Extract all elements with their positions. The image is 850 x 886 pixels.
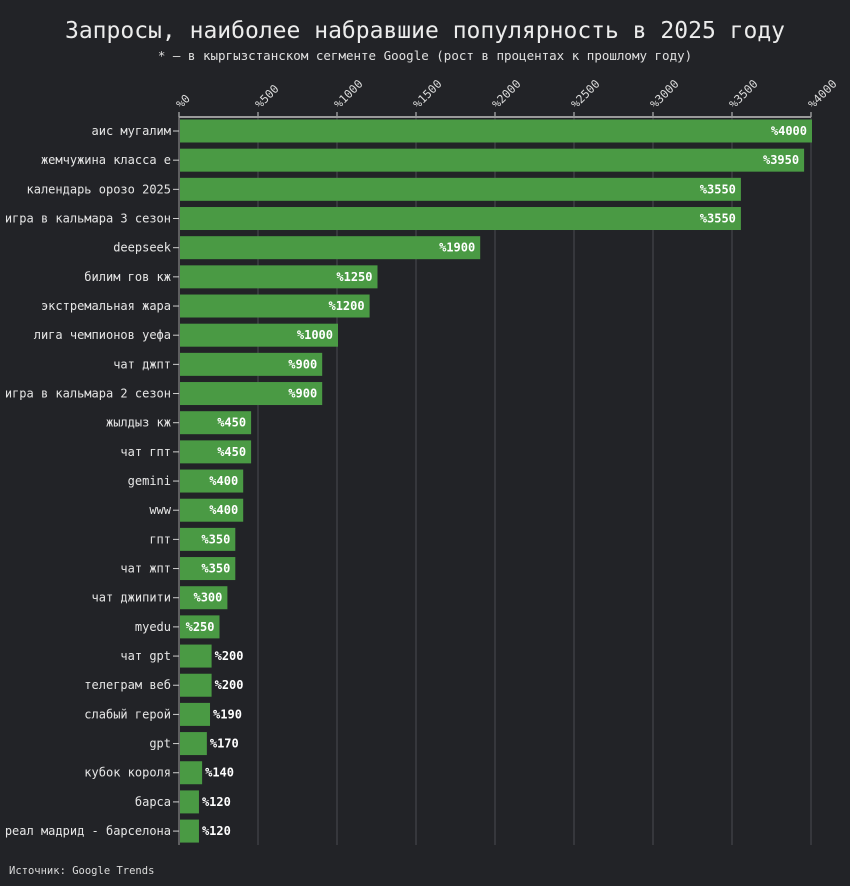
data-label: %350 xyxy=(201,562,230,576)
data-label: %120 xyxy=(202,795,231,809)
bar xyxy=(180,177,741,201)
data-label: %200 xyxy=(215,649,244,663)
category-label: чат жпт xyxy=(120,562,171,576)
chart-title: Запросы, наиболее набравшие популярность… xyxy=(65,18,785,44)
data-label: %450 xyxy=(217,416,246,430)
category-label: gpt xyxy=(149,737,171,751)
data-label: %140 xyxy=(205,766,234,780)
category-label: барса xyxy=(135,795,171,809)
data-label: %450 xyxy=(217,445,246,459)
category-label: чат джипити xyxy=(92,591,171,605)
category-label: жылдыз кж xyxy=(106,416,171,430)
x-tick-label: %2000 xyxy=(489,77,523,111)
bar xyxy=(180,790,199,814)
data-label: %120 xyxy=(202,824,231,838)
bar xyxy=(180,761,203,785)
category-label: реал мадрид - барселона xyxy=(5,824,171,838)
category-label: чат гпт xyxy=(120,445,171,459)
bar xyxy=(180,586,228,610)
category-label: myedu xyxy=(135,620,171,634)
category-label: deepseek xyxy=(113,241,172,255)
x-tick-label: %3000 xyxy=(647,77,681,111)
category-label: жемчужина класса е xyxy=(41,153,171,167)
data-label: %900 xyxy=(288,357,317,371)
x-tick-label: %500 xyxy=(252,82,282,112)
data-label: %4000 xyxy=(771,124,807,138)
bar xyxy=(180,644,212,668)
data-label: %170 xyxy=(210,737,239,751)
bar xyxy=(180,352,323,376)
bar xyxy=(180,469,244,493)
data-label: %3550 xyxy=(700,182,736,196)
category-label: чат джпт xyxy=(113,357,171,371)
x-tick-label: %1000 xyxy=(331,77,365,111)
data-label: %250 xyxy=(186,620,215,634)
bar xyxy=(180,148,805,172)
data-label: %900 xyxy=(288,387,317,401)
bar xyxy=(180,265,378,289)
x-tick-label: %0 xyxy=(173,91,193,111)
category-label: билим гов кж xyxy=(84,270,171,284)
category-label: экстремальная жара xyxy=(41,299,171,313)
category-label: слабый герой xyxy=(84,707,171,721)
category-label: календарь орозо 2025 xyxy=(27,182,172,196)
bar xyxy=(180,819,199,843)
x-tick-label: %4000 xyxy=(805,77,839,111)
data-label: %1900 xyxy=(439,241,475,255)
x-tick-label: %2500 xyxy=(568,77,602,111)
data-label: %3550 xyxy=(700,212,736,226)
data-label: %300 xyxy=(193,591,222,605)
bar xyxy=(180,557,236,581)
data-label: %1250 xyxy=(336,270,372,284)
bar xyxy=(180,527,236,551)
bar xyxy=(180,119,812,143)
data-label: %400 xyxy=(209,474,238,488)
category-label: аис мугалим xyxy=(92,124,171,138)
bar xyxy=(180,207,741,231)
category-label: игра в кальмара 3 сезон xyxy=(5,212,171,226)
data-label: %200 xyxy=(215,678,244,692)
source-note: Источник: Google Trends xyxy=(9,865,154,877)
bar xyxy=(180,673,212,697)
x-tick-label: %1500 xyxy=(410,77,444,111)
bar xyxy=(180,382,323,406)
data-label: %1200 xyxy=(328,299,364,313)
category-label: игра в кальмара 2 сезон xyxy=(5,387,171,401)
bar xyxy=(180,615,220,639)
category-label: кубок короля xyxy=(84,766,171,780)
category-label: чат gpt xyxy=(120,649,171,663)
data-label: %400 xyxy=(209,503,238,517)
data-label: %3950 xyxy=(763,153,799,167)
bar xyxy=(180,294,370,318)
data-label: %350 xyxy=(201,532,230,546)
category-label: гпт xyxy=(149,532,171,546)
category-label: www xyxy=(149,503,171,517)
bar xyxy=(180,498,244,522)
bar xyxy=(180,440,252,464)
category-label: gemini xyxy=(128,474,171,488)
chart-subtitle: * — в кыргызстанском сегменте Google (ро… xyxy=(158,48,692,63)
bar xyxy=(180,236,481,260)
bar xyxy=(180,323,338,347)
bar xyxy=(180,411,252,435)
data-label: %1000 xyxy=(297,328,333,342)
bar xyxy=(180,702,211,726)
bar xyxy=(180,732,207,756)
category-label: лига чемпионов уефа xyxy=(34,328,171,342)
category-label: телеграм веб xyxy=(84,678,171,692)
x-tick-label: %3500 xyxy=(726,77,760,111)
data-label: %190 xyxy=(213,707,242,721)
